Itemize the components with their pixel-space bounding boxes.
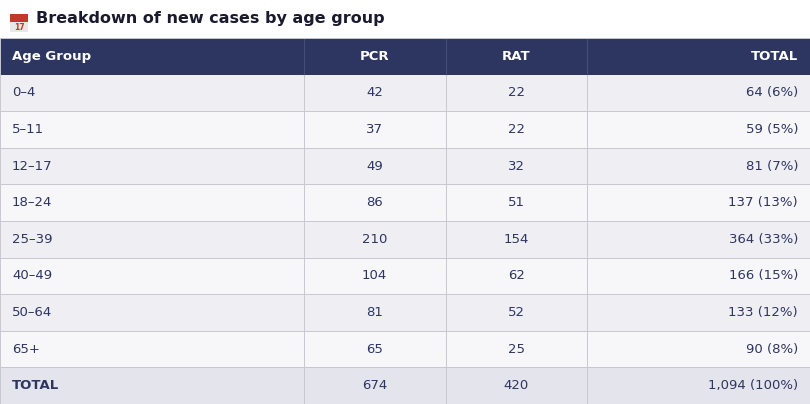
Text: TOTAL: TOTAL [12, 379, 59, 392]
Bar [10, 14, 28, 32]
Text: 22: 22 [508, 86, 525, 99]
Bar [0, 221, 810, 258]
Text: 90 (8%): 90 (8%) [746, 343, 798, 356]
Text: 1,094 (100%): 1,094 (100%) [708, 379, 798, 392]
Text: 65: 65 [366, 343, 383, 356]
Text: 37: 37 [366, 123, 383, 136]
Text: 40–49: 40–49 [12, 269, 52, 282]
Bar [304, 38, 446, 75]
Bar [0, 294, 810, 331]
Text: 166 (15%): 166 (15%) [729, 269, 798, 282]
Text: 25: 25 [508, 343, 525, 356]
Bar [0, 367, 810, 404]
Text: 0–4: 0–4 [12, 86, 36, 99]
Text: 420: 420 [504, 379, 529, 392]
Text: 210: 210 [362, 233, 387, 246]
Text: Breakdown of new cases by age group: Breakdown of new cases by age group [36, 11, 385, 27]
Bar [0, 111, 810, 148]
Bar [587, 38, 810, 75]
Bar [0, 38, 304, 75]
Text: 104: 104 [362, 269, 387, 282]
Bar [0, 258, 810, 294]
Text: 25–39: 25–39 [12, 233, 53, 246]
Bar [0, 184, 810, 221]
Text: 137 (13%): 137 (13%) [728, 196, 798, 209]
Text: 154: 154 [504, 233, 529, 246]
Text: RAT: RAT [502, 50, 531, 63]
Text: 65+: 65+ [12, 343, 40, 356]
Text: 86: 86 [366, 196, 383, 209]
Bar [0, 75, 810, 111]
Text: 59 (5%): 59 (5%) [745, 123, 798, 136]
Bar [0, 331, 810, 367]
Text: 12–17: 12–17 [12, 160, 53, 173]
Text: 364 (33%): 364 (33%) [729, 233, 798, 246]
Text: 5–11: 5–11 [12, 123, 44, 136]
Text: 18–24: 18–24 [12, 196, 53, 209]
Text: 62: 62 [508, 269, 525, 282]
Text: 51: 51 [508, 196, 525, 209]
Text: 52: 52 [508, 306, 525, 319]
Bar [446, 38, 587, 75]
Text: 133 (12%): 133 (12%) [728, 306, 798, 319]
Text: 32: 32 [508, 160, 525, 173]
Text: 81 (7%): 81 (7%) [745, 160, 798, 173]
Text: 50–64: 50–64 [12, 306, 53, 319]
Text: TOTAL: TOTAL [751, 50, 798, 63]
Text: Age Group: Age Group [12, 50, 91, 63]
Text: 42: 42 [366, 86, 383, 99]
Bar [0, 148, 810, 184]
Text: 81: 81 [366, 306, 383, 319]
Bar [10, 14, 28, 21]
Text: PCR: PCR [360, 50, 390, 63]
Text: 64 (6%): 64 (6%) [746, 86, 798, 99]
Text: 49: 49 [366, 160, 383, 173]
Text: 674: 674 [362, 379, 387, 392]
Text: 17: 17 [14, 23, 24, 32]
Text: 22: 22 [508, 123, 525, 136]
